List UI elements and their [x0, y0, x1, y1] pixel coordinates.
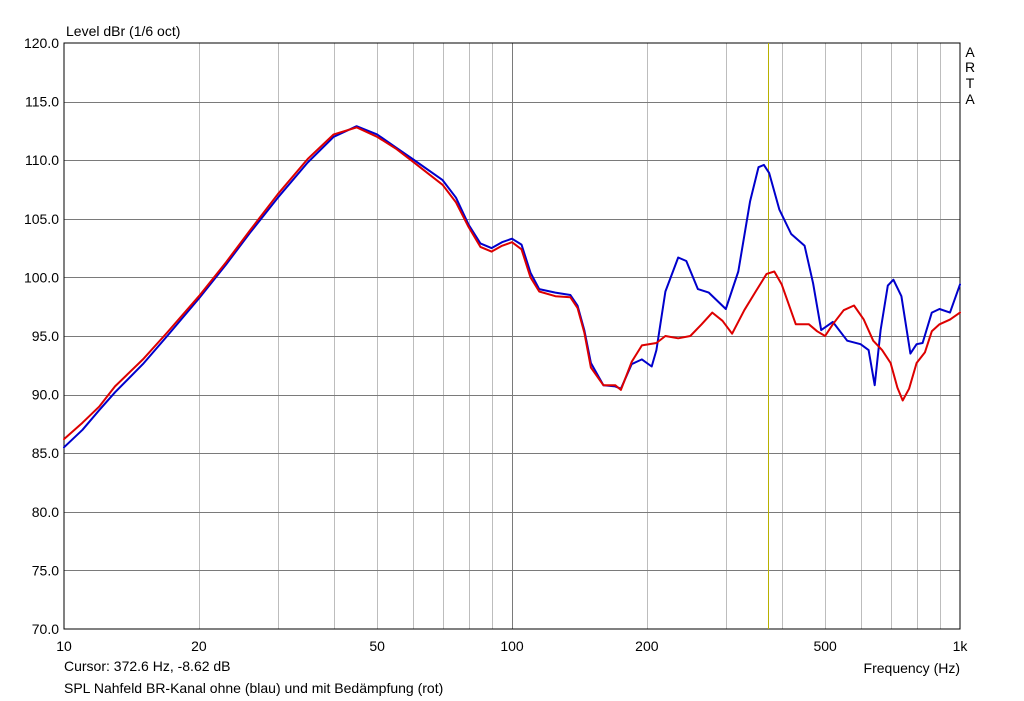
y-tick-label: 95.0: [32, 328, 59, 344]
cursor-readout: Cursor: 372.6 Hz, -8.62 dB: [64, 658, 231, 674]
y-tick-label: 90.0: [32, 387, 59, 403]
arta-brand: A R T A: [965, 44, 975, 107]
brand-letter: A: [965, 44, 975, 60]
x-tick-label: 200: [635, 638, 659, 654]
x-axis-label: Frequency (Hz): [864, 660, 960, 676]
plot-frame: [63, 42, 961, 630]
brand-letter: A: [965, 91, 975, 107]
series-layer: [63, 125, 961, 449]
x-tick-label: 50: [369, 638, 385, 654]
x-tick-label: 10: [56, 638, 72, 654]
y-tick-label: 80.0: [32, 504, 59, 520]
x-tick-labels: 10 20 50 100 200 500 1k: [56, 638, 968, 654]
x-tick-label: 100: [500, 638, 524, 654]
x-tick-label: 500: [813, 638, 837, 654]
brand-letter: T: [966, 75, 975, 91]
x-tick-label: 1k: [953, 638, 969, 654]
series-line: [63, 126, 961, 441]
y-tick-label: 115.0: [25, 94, 59, 110]
y-tick-label: 75.0: [32, 562, 59, 578]
y-tick-label: 110.0: [25, 152, 59, 168]
y-tick-label: 120.0: [24, 35, 59, 51]
brand-letter: R: [965, 59, 975, 75]
y-tick-label: 100.0: [24, 269, 59, 285]
y-tick-label: 105.0: [24, 211, 59, 227]
y-tick-label: 85.0: [32, 445, 59, 461]
x-tick-label: 20: [191, 638, 207, 654]
y-tick-label: 70.0: [32, 621, 59, 637]
chart-description: SPL Nahfeld BR-Kanal ohne (blau) und mit…: [64, 680, 444, 696]
y-tick-labels: 70.0 75.0 80.0 85.0 90.0 95.0 100.0 105.0 110.0 1…: [24, 35, 59, 637]
y-axis-label: Level dBr (1/6 oct): [66, 23, 180, 39]
